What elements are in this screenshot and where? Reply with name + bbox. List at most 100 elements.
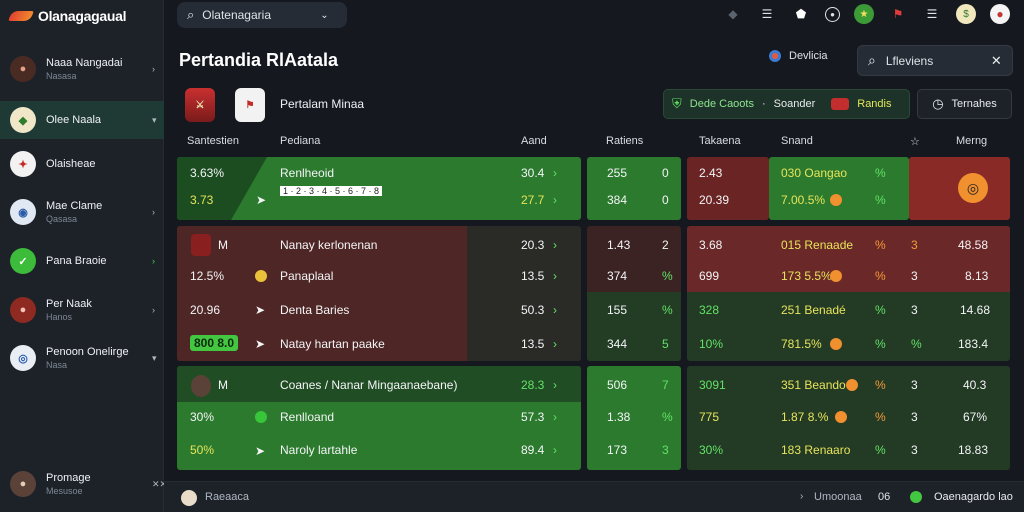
time-button[interactable]: ◷ Ternahes [917, 89, 1012, 119]
bottom-left-label[interactable]: Raeaaca [205, 491, 250, 503]
col-pediana[interactable]: Pediana [280, 135, 321, 147]
block-b-q-3: % [911, 337, 922, 351]
block-c-aand-2[interactable]: 89.4 [521, 443, 545, 457]
block-b-aand-2[interactable]: 50.3 [521, 303, 545, 317]
block-c-l-1: 30% [190, 410, 215, 424]
menu-icon[interactable]: ☰ [926, 7, 938, 21]
profile-icon[interactable]: ● [990, 4, 1010, 24]
block-c-tag: M [218, 378, 228, 392]
bottom-right-c[interactable]: Oaenagardo lao [934, 491, 1013, 503]
block-c-aand-1[interactable]: 57.3 [521, 410, 545, 424]
row-a-aand-b[interactable]: 27.7 [521, 193, 545, 207]
block-b-name-0[interactable]: Nanay kerlonenan [280, 238, 378, 252]
close-icon[interactable]: ✕ [990, 52, 1002, 68]
sidebar-item-5[interactable]: ● Per Naak Hanos › [0, 291, 164, 329]
target-icon[interactable]: ◎ [958, 173, 988, 203]
block-b-aand-1[interactable]: 13.5 [521, 269, 545, 283]
row-a-left-b: 3.73 [190, 193, 214, 207]
clock-icon: ◷ [932, 96, 944, 111]
block-c-aand-0[interactable]: 28.3 [521, 378, 545, 392]
right-search-box[interactable]: ⌕ ✕ [857, 45, 1013, 76]
block-c-m-2: 18.83 [958, 443, 989, 457]
list-icon[interactable]: ☰ [761, 7, 773, 21]
col-selection[interactable]: Santestien [187, 135, 239, 147]
block-b-aand-0[interactable]: 20.3 [521, 238, 545, 252]
chevron-down-icon[interactable]: ⌄ [320, 9, 329, 21]
bottom-right-a[interactable]: Umoonaa [814, 491, 862, 503]
sidebar-item-6[interactable]: ◎ Penoon Onelirge Nasa ▾ [0, 339, 164, 377]
block-c-t-0: 3091 [699, 378, 726, 392]
block-b-m-2: 14.68 [960, 303, 991, 317]
promo-banner[interactable]: ⛨ Dede Caoots · Soander Randis [663, 89, 910, 119]
row-a-left-a: 3.63% [190, 166, 225, 180]
block-b-right-upper [687, 226, 1010, 292]
col-takens[interactable]: Takaena [699, 135, 741, 147]
chevron-right-icon: › [800, 491, 804, 502]
top-toolbar: ◆ ☰ ⬟ ● ★ ⚑ ☰ $ ● [723, 4, 1010, 24]
sidebar-item-2[interactable]: ✦ Olaisheae [0, 145, 164, 183]
block-c-r2-2: 3 [662, 443, 669, 457]
col-snand[interactable]: Snand [781, 135, 813, 147]
chevron-right-icon: › [152, 256, 155, 266]
sidebar-user[interactable]: ● Promage Mesusoe ✕✕ [0, 465, 168, 503]
team-crest-icon: ◆ [10, 107, 36, 133]
block-b-ratiens-panel[interactable] [587, 226, 681, 361]
row-a-p-b: % [875, 193, 886, 207]
bottom-right-b[interactable]: 06 [878, 491, 891, 503]
block-b-right-panel[interactable] [687, 226, 1010, 361]
user-avatar: ● [10, 471, 36, 497]
clock-icon[interactable]: ● [825, 6, 840, 22]
sidebar: Olanagagaual ● Naaa Nangadai Nasasa › ◆ O… [0, 0, 168, 512]
block-b-name-3[interactable]: Natay hartan paake [280, 337, 385, 351]
right-search-input[interactable] [885, 53, 981, 68]
flag-icon[interactable]: ⚑ [892, 7, 904, 21]
row-a-ratiens-panel[interactable] [587, 157, 681, 220]
row-a-snand-panel[interactable] [769, 157, 909, 220]
col-merng[interactable]: Merng [956, 135, 988, 147]
close-icon[interactable]: ✕✕ [152, 478, 168, 489]
block-b-name-1[interactable]: Panaplaal [280, 269, 334, 283]
star-icon[interactable]: ☆ [910, 136, 920, 148]
coin-icon[interactable]: $ [956, 4, 976, 24]
block-c-ratiens-panel[interactable] [587, 366, 681, 470]
block-b-p-3: % [875, 337, 886, 351]
top-search-box[interactable]: ⌕ ⌄ [177, 2, 347, 28]
block-b-l-3[interactable]: 800 8.0 [190, 335, 239, 351]
block-b-aand-3[interactable]: 13.5 [521, 337, 545, 351]
block-b-q-1: 3 [911, 269, 918, 283]
coin-icon [255, 269, 267, 283]
chevron-right-icon: › [553, 337, 557, 351]
col-ratiens[interactable]: Ratiens [606, 135, 644, 147]
avatar [191, 375, 211, 397]
shield-icon[interactable]: ⬟ [795, 7, 807, 21]
block-b-l-2: 20.96 [190, 303, 221, 317]
block-b-s-2: 251 Benadé [781, 303, 846, 317]
away-team-logo: ⚑ [235, 88, 265, 122]
sidebar-item-4[interactable]: ✓ Pana Braoie › [0, 242, 164, 280]
block-c-name-1[interactable]: Renlloand [280, 410, 335, 424]
block-c-name-2[interactable]: Naroly lartahle [280, 443, 358, 457]
block-b-name-2[interactable]: Denta Baries [280, 303, 350, 317]
sidebar-item-0[interactable]: ● Naaa Nangadai Nasasa › [0, 50, 164, 88]
block-b-s-3: 781.5% [781, 337, 822, 351]
chevron-right-icon: › [553, 166, 557, 180]
sidebar-item-3[interactable]: ◉ Mae Clame Qasasa › [0, 193, 164, 231]
col-aand[interactable]: Aand [521, 135, 547, 147]
block-c-name-0[interactable]: Coanes / Nanar Mingaanaebane) [280, 378, 458, 392]
row-a-takens-panel[interactable] [687, 157, 769, 220]
block-c-main-panel[interactable] [177, 366, 581, 470]
app-logo[interactable]: Olanagagaual [8, 6, 127, 26]
team-badge-icon[interactable]: ★ [854, 4, 874, 24]
pin-icon[interactable]: ◆ [728, 7, 738, 21]
sidebar-item-1[interactable]: ◆ Olee Naala ▾ [0, 101, 164, 139]
row-a-main-panel[interactable] [177, 157, 581, 220]
row-a-aand-a[interactable]: 30.4 [521, 166, 545, 180]
sidebar-item-sub: Qasasa [46, 214, 78, 224]
avatar-icon: ● [10, 56, 36, 82]
arrow-icon: ➤ [255, 337, 266, 351]
devices-button[interactable]: Devlicia [769, 50, 828, 62]
avatar[interactable] [181, 490, 197, 506]
row-a-name: Renlheoid [280, 166, 335, 180]
info-icon [846, 378, 858, 392]
top-search-input[interactable] [202, 8, 313, 22]
